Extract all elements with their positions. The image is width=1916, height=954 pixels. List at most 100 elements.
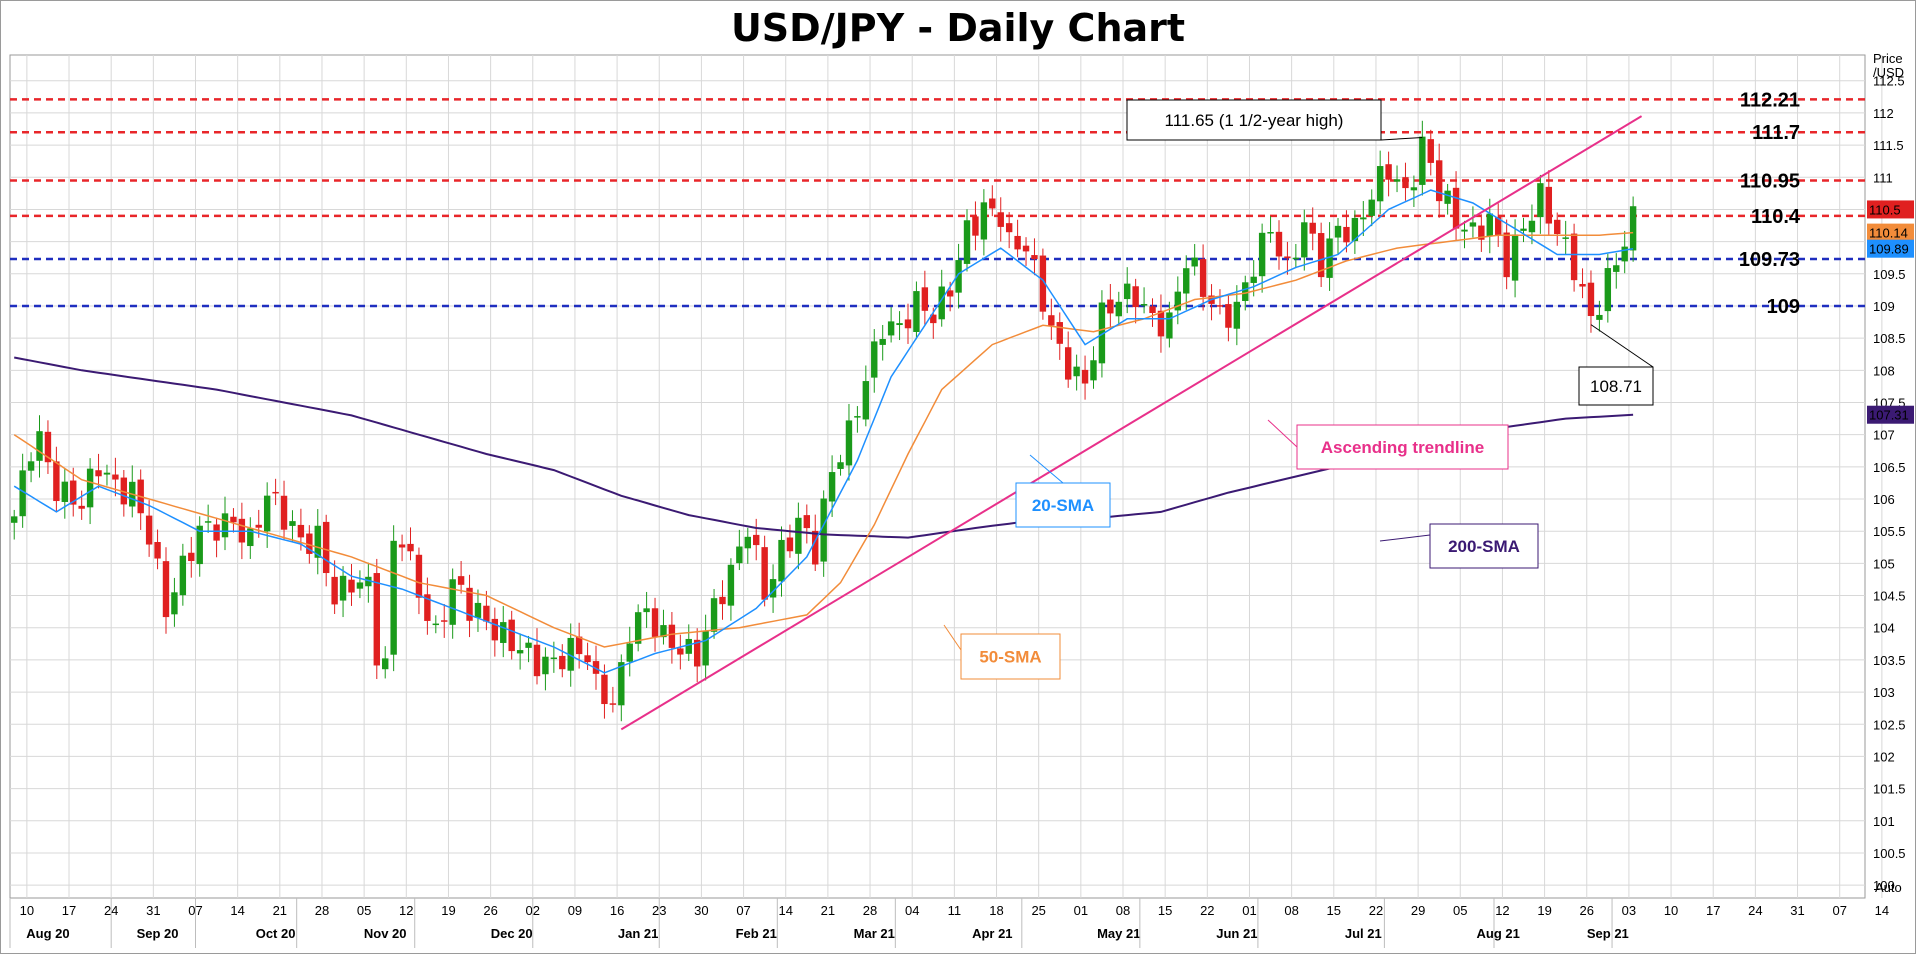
x-tick-label: 19 bbox=[1537, 903, 1551, 918]
price-tag bbox=[1867, 405, 1914, 424]
candle-body bbox=[1031, 255, 1038, 260]
candle-body bbox=[542, 656, 549, 675]
x-tick-label: 08 bbox=[1284, 903, 1298, 918]
candle-body bbox=[997, 212, 1004, 227]
x-tick-label: 07 bbox=[736, 903, 750, 918]
x-month-label: Oct 20 bbox=[256, 926, 296, 941]
candle-body bbox=[491, 618, 499, 641]
candle-body bbox=[761, 547, 768, 600]
y-tick-label: 107 bbox=[1873, 428, 1895, 443]
candle-body bbox=[1596, 314, 1603, 320]
candle-body bbox=[339, 575, 347, 601]
candle-body bbox=[213, 524, 220, 541]
y-tick-label: 102.5 bbox=[1873, 717, 1906, 732]
annotation-sma50-leader bbox=[943, 624, 962, 651]
plot-area bbox=[9, 54, 1866, 899]
x-tick-label: 07 bbox=[1832, 903, 1846, 918]
candle-body bbox=[963, 220, 971, 264]
candle-body bbox=[1267, 232, 1274, 234]
x-tick-label: 28 bbox=[863, 903, 877, 918]
y-tick-label: 111 bbox=[1873, 170, 1893, 185]
candle-body bbox=[1343, 226, 1350, 243]
candle-body bbox=[1444, 190, 1451, 204]
candle-body bbox=[365, 576, 372, 587]
candle-body bbox=[727, 564, 735, 606]
candle-body bbox=[651, 608, 659, 637]
y-tick-label: 109 bbox=[1873, 299, 1895, 314]
candle-body bbox=[1579, 283, 1586, 287]
candle-body bbox=[1326, 238, 1333, 278]
candle-body bbox=[1511, 234, 1519, 281]
x-tick-label: 10 bbox=[1664, 903, 1678, 918]
candle-body bbox=[272, 491, 279, 494]
candle-body bbox=[626, 643, 633, 662]
candle-body bbox=[171, 592, 178, 615]
candle-body bbox=[1048, 315, 1055, 326]
sma20-line bbox=[13, 189, 1634, 674]
annotation-high-label: 111.65 (1 1/2-year high) bbox=[1165, 111, 1344, 130]
chart-title: USD/JPY - Daily Chart bbox=[730, 6, 1186, 50]
x-month-label: Feb 21 bbox=[736, 926, 777, 941]
candle-body bbox=[1225, 304, 1232, 328]
y-tick-label: 101.5 bbox=[1873, 782, 1906, 797]
candle-body bbox=[1233, 301, 1241, 329]
candle-body bbox=[398, 544, 406, 548]
candle-body bbox=[36, 431, 43, 461]
candle-body bbox=[154, 542, 161, 559]
candle-body bbox=[95, 470, 102, 477]
candle-body bbox=[1250, 276, 1257, 283]
x-tick-label: 11 bbox=[948, 903, 962, 918]
x-tick-label: 12 bbox=[1495, 903, 1509, 918]
x-axis-month-labels: Aug 20 Sep 20 Oct 20 Nov 20 Dec 20 Jan 21 Feb … bbox=[9, 898, 1629, 948]
x-tick-label: 22 bbox=[1200, 903, 1214, 918]
x-tick-label: 14 bbox=[230, 903, 244, 918]
candle-body bbox=[896, 323, 903, 326]
candle-body bbox=[103, 472, 111, 475]
candle-body bbox=[592, 661, 600, 674]
candle-body bbox=[70, 480, 77, 505]
candle-body bbox=[769, 579, 777, 598]
x-tick-label: 26 bbox=[483, 903, 497, 918]
candle-body bbox=[1039, 255, 1047, 312]
x-tick-label: 28 bbox=[315, 903, 329, 918]
candle-body bbox=[1157, 310, 1165, 337]
price-tag-label: 110.14 bbox=[1869, 226, 1908, 241]
ascending-trendline bbox=[620, 115, 1643, 731]
annotation-sma200-leader bbox=[1379, 534, 1431, 542]
annotations: 111.65 (1 1/2-year high) 108.71 Ascending … bbox=[943, 99, 1654, 680]
x-month-label: Apr 21 bbox=[972, 926, 1012, 941]
x-tick-label: 15 bbox=[1158, 903, 1172, 918]
x-tick-label: 18 bbox=[989, 903, 1003, 918]
candle-body bbox=[1452, 187, 1460, 229]
candle-body bbox=[736, 546, 743, 564]
candle-body bbox=[1166, 312, 1173, 339]
candle-body bbox=[1014, 235, 1021, 250]
candle-body bbox=[221, 513, 229, 538]
candle-body bbox=[778, 539, 785, 582]
x-month-label: Jul 21 bbox=[1345, 926, 1382, 941]
level-label: 112.21 bbox=[1740, 89, 1800, 111]
candle-body bbox=[1461, 229, 1468, 232]
candle-body bbox=[710, 598, 718, 632]
horizontal-gridlines bbox=[10, 80, 1865, 886]
candle-body bbox=[1081, 369, 1089, 384]
x-tick-label: 29 bbox=[1411, 903, 1425, 918]
candle-body bbox=[1292, 257, 1300, 260]
candles bbox=[11, 120, 1637, 722]
x-tick-label: 08 bbox=[1116, 903, 1130, 918]
level-label: 110.4 bbox=[1751, 206, 1801, 228]
candle-body bbox=[1629, 206, 1637, 251]
candle-body bbox=[27, 461, 35, 471]
candle-body bbox=[1351, 217, 1359, 242]
candle-body bbox=[1495, 216, 1502, 236]
candle-body bbox=[837, 462, 844, 469]
candle-body bbox=[930, 314, 937, 324]
candle-body bbox=[162, 561, 170, 618]
y-tick-label: 111.5 bbox=[1873, 138, 1904, 153]
candle-body bbox=[1174, 291, 1182, 311]
annotation-sma200-box bbox=[1429, 523, 1539, 569]
x-tick-label: 14 bbox=[778, 903, 792, 918]
candle-body bbox=[1275, 231, 1283, 257]
annotation-trendline-leader bbox=[1267, 419, 1298, 448]
